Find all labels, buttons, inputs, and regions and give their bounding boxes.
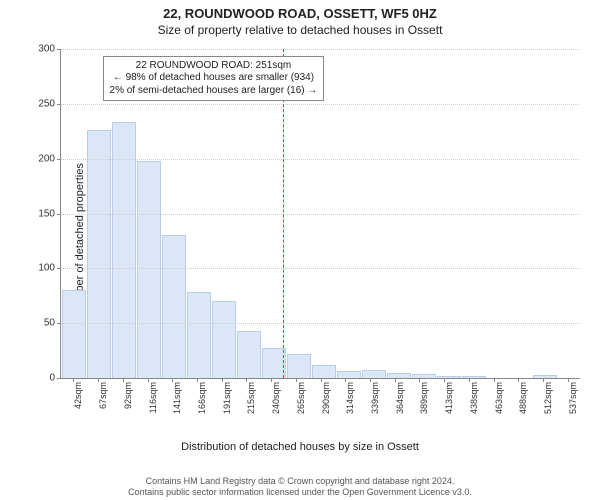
- annotation-line: ← 98% of detached houses are smaller (93…: [110, 72, 318, 85]
- y-tick-label: 300: [38, 44, 55, 55]
- x-tick-label: 92sqm: [123, 382, 133, 409]
- grid-line: [61, 159, 580, 160]
- grid-line: [61, 104, 580, 105]
- grid-line: [61, 268, 580, 269]
- x-tick: 141sqm: [160, 378, 185, 418]
- annotation-box: 22 ROUNDWOOD ROAD: 251sqm← 98% of detach…: [103, 56, 325, 102]
- x-tick: 512sqm: [531, 378, 556, 418]
- x-tick: 488sqm: [506, 378, 531, 418]
- x-tick: 215sqm: [234, 378, 259, 418]
- x-tick-label: 537sqm: [568, 382, 578, 414]
- x-tick-label: 215sqm: [246, 382, 256, 414]
- y-tick-label: 0: [49, 373, 55, 384]
- x-tick-label: 512sqm: [543, 382, 553, 414]
- x-tick: 92sqm: [110, 378, 135, 418]
- x-tick-label: 290sqm: [321, 382, 331, 414]
- histogram-bar: [312, 365, 336, 378]
- histogram-bar: [212, 301, 236, 378]
- grid-line: [61, 214, 580, 215]
- histogram-bar: [137, 161, 161, 378]
- y-tick-mark: [57, 268, 61, 269]
- histogram-bar: [87, 130, 111, 378]
- x-tick-label: 364sqm: [395, 382, 405, 414]
- page-title: 22, ROUNDWOOD ROAD, OSSETT, WF5 0HZ: [0, 0, 600, 21]
- chart-container: Number of detached properties 42sqm67sqm…: [0, 39, 600, 439]
- x-tick-label: 488sqm: [518, 382, 528, 414]
- histogram-bar: [112, 122, 136, 378]
- x-tick: 314sqm: [333, 378, 358, 418]
- x-tick-label: 116sqm: [148, 382, 158, 413]
- x-tick-label: 191sqm: [222, 382, 232, 414]
- y-tick-mark: [57, 49, 61, 50]
- x-tick: 339sqm: [358, 378, 383, 418]
- x-tick: 42sqm: [61, 378, 86, 418]
- x-tick-label: 339sqm: [370, 382, 380, 414]
- plot-area: 42sqm67sqm92sqm116sqm141sqm166sqm191sqm2…: [60, 49, 580, 379]
- y-tick-mark: [57, 214, 61, 215]
- histogram-bar: [162, 235, 186, 378]
- x-tick: 116sqm: [135, 378, 160, 418]
- x-tick-label: 265sqm: [296, 382, 306, 414]
- y-tick-mark: [57, 104, 61, 105]
- x-tick-label: 438sqm: [469, 382, 479, 414]
- x-tick-label: 42sqm: [73, 382, 83, 409]
- x-tick-label: 389sqm: [419, 382, 429, 414]
- y-tick-label: 50: [44, 318, 55, 329]
- x-tick-label: 67sqm: [98, 382, 108, 409]
- histogram-bar: [362, 370, 386, 378]
- x-tick: 290sqm: [308, 378, 333, 418]
- y-tick-label: 250: [38, 98, 55, 109]
- histogram-bar: [262, 348, 286, 378]
- histogram-bar: [187, 292, 211, 378]
- x-tick: 463sqm: [481, 378, 506, 418]
- histogram-bar: [337, 371, 361, 378]
- y-tick-label: 150: [38, 208, 55, 219]
- x-tick: 364sqm: [382, 378, 407, 418]
- x-tick: 191sqm: [209, 378, 234, 418]
- x-ticks-group: 42sqm 67sqm 92sqm 116sqm 141sqm 166sqm 191sqm 2…: [61, 378, 580, 418]
- x-tick: 67sqm: [86, 378, 111, 418]
- x-tick-label: 240sqm: [271, 382, 281, 414]
- histogram-bar: [62, 290, 86, 378]
- grid-line: [61, 323, 580, 324]
- x-tick: 166sqm: [185, 378, 210, 418]
- page-subtitle: Size of property relative to detached ho…: [0, 21, 600, 39]
- annotation-line: 2% of semi-detached houses are larger (1…: [110, 85, 318, 98]
- footer-line-2: Contains public sector information licen…: [0, 487, 600, 498]
- y-tick-mark: [57, 159, 61, 160]
- histogram-bar: [237, 331, 261, 378]
- y-tick-mark: [57, 378, 61, 379]
- footer-line-1: Contains HM Land Registry data © Crown c…: [0, 476, 600, 487]
- grid-line: [61, 49, 580, 50]
- x-tick-label: 463sqm: [494, 382, 504, 414]
- y-tick-mark: [57, 323, 61, 324]
- x-tick: 240sqm: [259, 378, 284, 418]
- x-tick-label: 314sqm: [345, 382, 355, 414]
- x-tick: 389sqm: [407, 378, 432, 418]
- x-tick: 265sqm: [283, 378, 308, 418]
- annotation-line: 22 ROUNDWOOD ROAD: 251sqm: [110, 60, 318, 73]
- y-tick-label: 200: [38, 153, 55, 164]
- y-tick-label: 100: [38, 263, 55, 274]
- x-tick: 438sqm: [457, 378, 482, 418]
- x-tick-label: 166sqm: [197, 382, 207, 414]
- x-tick-label: 413sqm: [444, 382, 454, 414]
- histogram-bar: [287, 354, 311, 378]
- x-tick-label: 141sqm: [172, 382, 182, 414]
- x-tick: 537sqm: [555, 378, 580, 418]
- x-tick: 413sqm: [432, 378, 457, 418]
- footer-attribution: Contains HM Land Registry data © Crown c…: [0, 476, 600, 498]
- x-axis-label: Distribution of detached houses by size …: [0, 439, 600, 453]
